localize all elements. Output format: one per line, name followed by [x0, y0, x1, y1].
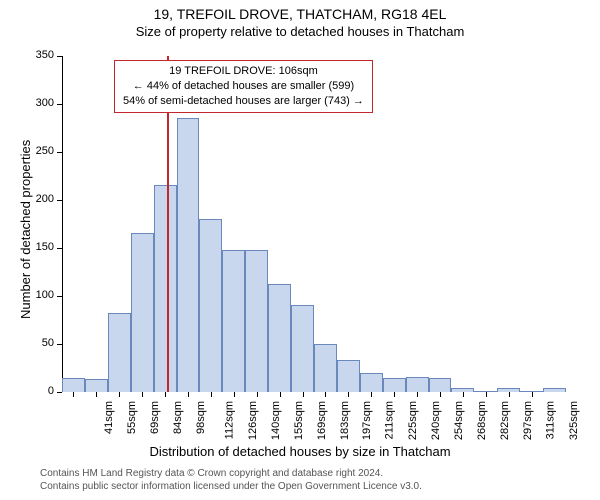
histogram-bar — [337, 360, 360, 392]
y-tick-label: 200 — [14, 193, 54, 205]
x-tick-mark — [509, 392, 510, 397]
x-tick-label: 197sqm — [362, 401, 374, 440]
histogram-bar — [131, 233, 154, 392]
y-tick-mark — [57, 248, 62, 249]
histogram-bar — [360, 373, 383, 392]
y-tick-label: 150 — [14, 241, 54, 253]
x-tick-mark — [486, 392, 487, 397]
histogram-bar — [62, 378, 85, 392]
x-tick-mark — [257, 392, 258, 397]
page-title: 19, TREFOIL DROVE, THATCHAM, RG18 4EL — [0, 6, 600, 22]
x-tick-mark — [73, 392, 74, 397]
histogram-bar — [108, 313, 131, 392]
histogram-bar — [177, 118, 200, 392]
x-tick-label: 112sqm — [223, 401, 235, 439]
x-tick-mark — [394, 392, 395, 397]
x-tick-mark — [440, 392, 441, 397]
y-tick-mark — [57, 296, 62, 297]
x-tick-label: 155sqm — [293, 401, 305, 440]
histogram-bar — [154, 185, 177, 392]
histogram-bar — [406, 377, 429, 392]
callout-box: 19 TREFOIL DROVE: 106sqm ← 44% of detach… — [114, 60, 373, 113]
x-tick-label: 140sqm — [270, 401, 282, 440]
histogram-bar — [543, 388, 566, 392]
x-tick-label: 240sqm — [430, 401, 442, 440]
histogram-bar — [85, 379, 108, 392]
y-tick-mark — [57, 200, 62, 201]
x-tick-mark — [417, 392, 418, 397]
x-tick-mark — [371, 392, 372, 397]
x-tick-label: 183sqm — [339, 401, 351, 440]
x-tick-mark — [188, 392, 189, 397]
callout-line-2: ← 44% of detached houses are smaller (59… — [123, 79, 364, 94]
y-tick-mark — [57, 152, 62, 153]
y-tick-mark — [57, 344, 62, 345]
y-tick-label: 50 — [14, 337, 54, 349]
x-tick-mark — [463, 392, 464, 397]
y-tick-label: 0 — [14, 385, 54, 397]
histogram-bar — [314, 344, 337, 392]
histogram-bar — [222, 250, 245, 392]
y-axis — [62, 56, 63, 392]
x-tick-mark — [348, 392, 349, 397]
attribution-line-2: Contains public sector information licen… — [40, 481, 422, 492]
y-tick-mark — [57, 104, 62, 105]
chart-subtitle: Size of property relative to detached ho… — [0, 24, 600, 39]
x-tick-mark — [532, 392, 533, 397]
x-tick-mark — [303, 392, 304, 397]
x-tick-label: 98sqm — [195, 401, 207, 434]
x-tick-label: 41sqm — [103, 401, 115, 434]
x-tick-label: 297sqm — [522, 401, 534, 440]
x-tick-label: 69sqm — [149, 401, 161, 434]
histogram-bar — [429, 378, 452, 392]
x-tick-mark — [211, 392, 212, 397]
y-tick-mark — [57, 56, 62, 57]
callout-line-1: 19 TREFOIL DROVE: 106sqm — [123, 64, 364, 79]
y-tick-label: 250 — [14, 145, 54, 157]
x-tick-mark — [325, 392, 326, 397]
histogram-bar — [268, 284, 291, 392]
x-tick-label: 311sqm — [544, 401, 556, 439]
y-tick-label: 350 — [14, 49, 54, 61]
histogram-bar — [291, 305, 314, 392]
x-tick-label: 282sqm — [499, 401, 511, 440]
x-tick-label: 225sqm — [407, 401, 419, 440]
x-tick-label: 325sqm — [568, 401, 580, 440]
x-tick-mark — [280, 392, 281, 397]
attribution-line-1: Contains HM Land Registry data © Crown c… — [40, 468, 383, 479]
histogram-bar — [199, 219, 222, 392]
x-tick-label: 84sqm — [172, 401, 184, 434]
x-tick-label: 126sqm — [247, 401, 259, 440]
y-tick-label: 300 — [14, 97, 54, 109]
x-tick-label: 254sqm — [453, 401, 465, 440]
histogram-bar — [383, 378, 406, 392]
x-tick-mark — [119, 392, 120, 397]
x-tick-mark — [234, 392, 235, 397]
callout-line-3: 54% of semi-detached houses are larger (… — [123, 94, 364, 109]
histogram-bar — [245, 250, 268, 392]
x-tick-mark — [96, 392, 97, 397]
y-tick-label: 100 — [14, 289, 54, 301]
x-tick-label: 55sqm — [126, 401, 138, 434]
x-tick-label: 169sqm — [316, 401, 328, 440]
x-axis-label: Distribution of detached houses by size … — [0, 444, 600, 459]
x-tick-mark — [142, 392, 143, 397]
x-tick-label: 211sqm — [384, 401, 396, 439]
y-tick-mark — [57, 392, 62, 393]
x-tick-label: 268sqm — [476, 401, 488, 440]
x-tick-mark — [165, 392, 166, 397]
